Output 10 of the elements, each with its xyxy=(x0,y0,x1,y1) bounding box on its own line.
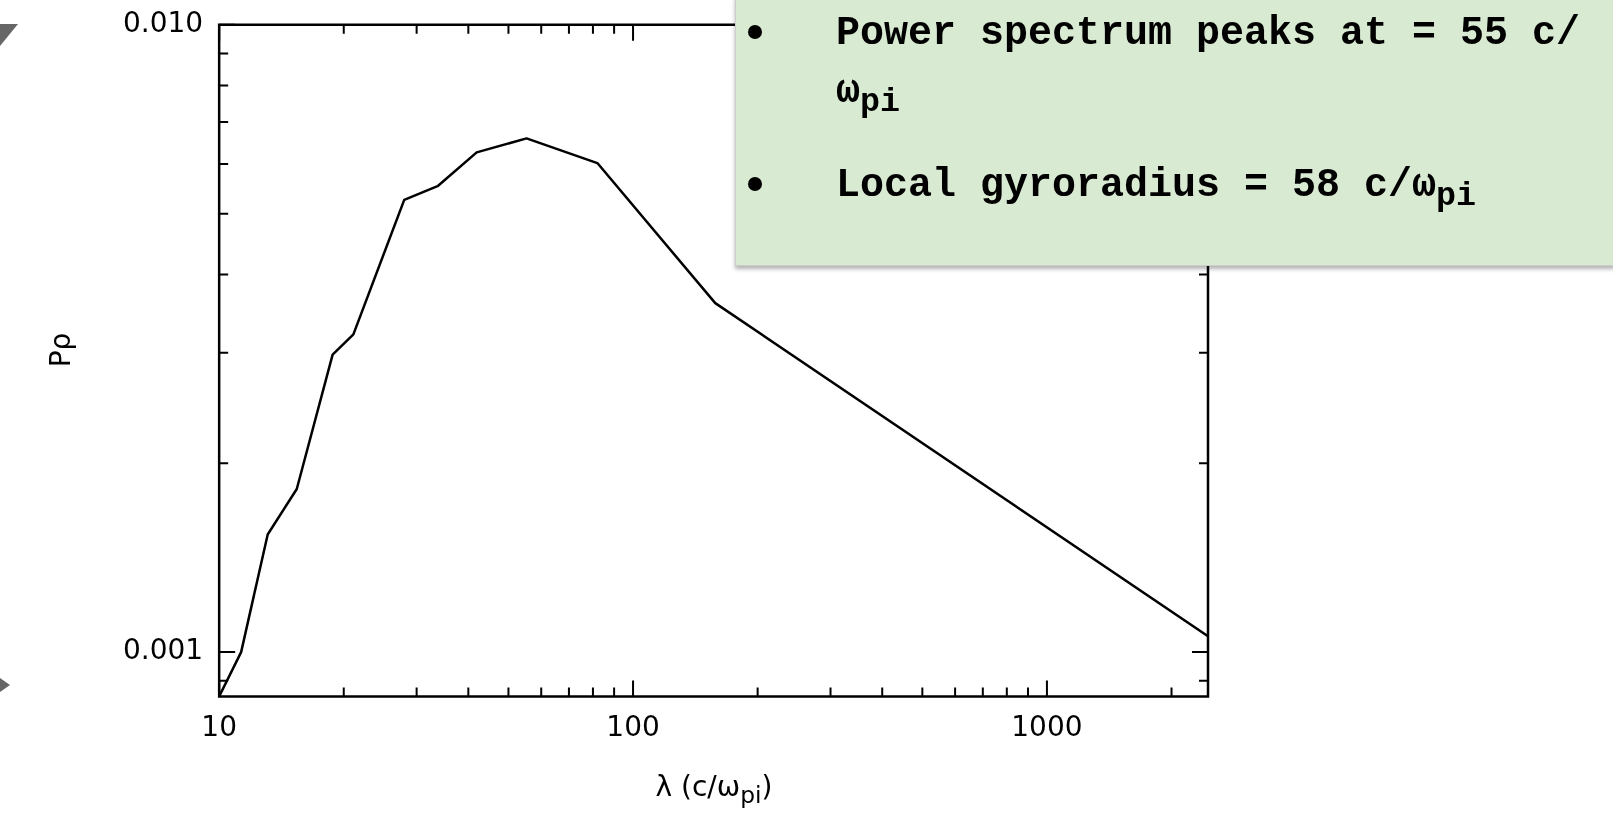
annotation: Power spectrum peaks at = 55 c/ω$_{pi}$ xyxy=(836,10,1582,123)
y-tick-label: 0.001 xyxy=(122,633,204,667)
x-axis-title: λ (c/ω$_{pi}$) xyxy=(655,770,773,809)
x-tick-label: 10 xyxy=(201,710,237,744)
x-tick-label: 1000 xyxy=(1011,710,1083,744)
annotation: Local gyroradius = 58 c/ω$_{pi}$ xyxy=(836,162,1478,217)
x-tick-label: 100 xyxy=(606,710,660,744)
callout-box: Power spectrum peaks at = 55 c/ω$_{pi}$ Local gyroradius = 58 c/ω$_{pi}$ xyxy=(735,0,1613,266)
y-axis-title: Pρ xyxy=(43,332,77,368)
y-tick-label: 0.010 xyxy=(122,6,204,40)
